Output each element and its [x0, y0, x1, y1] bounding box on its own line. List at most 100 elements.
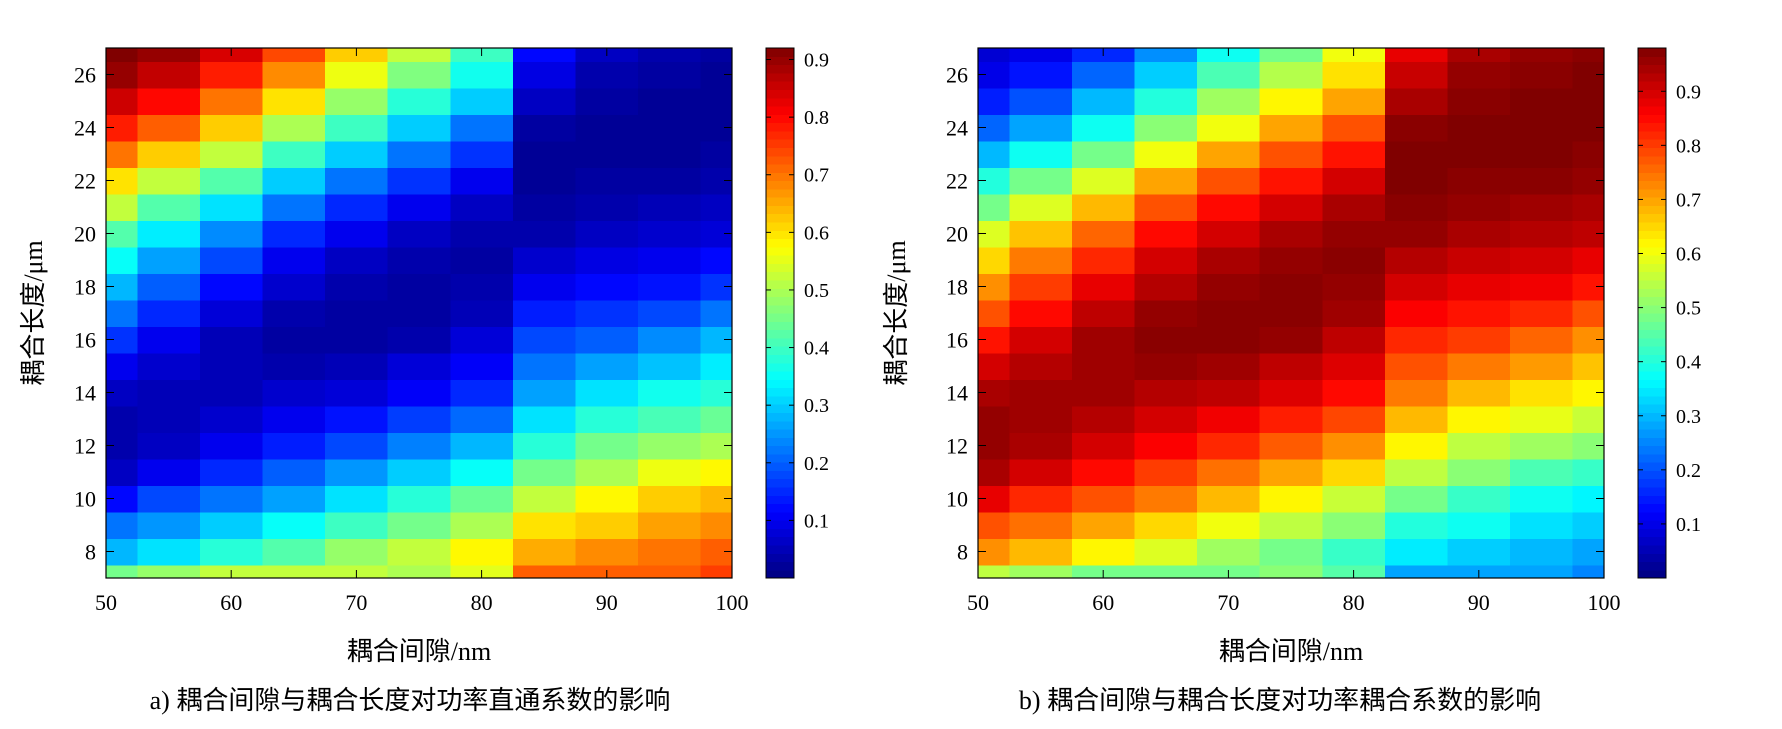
heatmap-cell: [1009, 564, 1073, 579]
heatmap-cell: [106, 87, 138, 115]
heatmap-cell: [1071, 167, 1136, 195]
heatmap-cell: [1322, 352, 1386, 380]
heatmap-cell: [325, 87, 389, 115]
colorbar-segment: [1638, 72, 1666, 82]
heatmap-cell: [1384, 485, 1449, 513]
colorbar-segment: [1638, 180, 1666, 190]
colorbar-segment: [766, 230, 794, 240]
colorbar-segment: [1638, 495, 1666, 505]
colorbar-tick-label: 0.3: [804, 395, 829, 417]
colorbar-segment: [1638, 313, 1666, 322]
heatmap-cell: [1447, 405, 1511, 433]
y-tick-label: 24: [74, 116, 96, 141]
heatmap-cell: [262, 458, 326, 486]
colorbar-segment: [766, 495, 794, 505]
colorbar-segment: [1638, 569, 1666, 579]
colorbar-segment: [1638, 263, 1666, 273]
y-tick-label: 12: [946, 434, 968, 459]
heatmap-cell: [387, 114, 451, 142]
x-axis-label: 耦合间隙/nm: [347, 637, 491, 666]
heatmap-cell: [1197, 379, 1261, 407]
heatmap-cell: [262, 140, 326, 168]
heatmap-cell: [1009, 352, 1073, 380]
heatmap-cell: [1197, 326, 1261, 354]
colorbar-segment: [1638, 172, 1666, 182]
heatmap-cell: [199, 246, 264, 274]
heatmap-cell: [1259, 379, 1323, 407]
heatmap-cell: [387, 193, 451, 221]
heatmap-cell: [575, 140, 639, 168]
heatmap-cell: [1134, 564, 1198, 579]
heatmap-cell: [978, 140, 1010, 168]
heatmap-cell: [575, 61, 639, 89]
colorbar-segment: [766, 288, 794, 298]
heatmap-cell: [387, 140, 451, 168]
heatmap-cell: [199, 220, 264, 248]
colorbar-segment: [766, 337, 794, 347]
heatmap-cell: [1384, 458, 1449, 486]
heatmap-cell: [387, 458, 451, 486]
heatmap-cell: [137, 379, 201, 407]
y-tick-label: 18: [74, 275, 96, 300]
heatmap-cell: [1322, 485, 1386, 513]
colorbar-segment: [1638, 56, 1666, 66]
heatmap-cell: [1071, 273, 1136, 301]
colorbar-segment: [1638, 412, 1666, 422]
heatmap-cell: [1259, 114, 1323, 142]
heatmap-cell: [106, 246, 138, 274]
heatmap-cell: [512, 220, 577, 248]
heatmap-cell: [137, 220, 201, 248]
heatmap-cell: [262, 167, 326, 195]
heatmap-cell: [1384, 61, 1449, 89]
heatmap-cell: [450, 114, 514, 142]
colorbar-tick-label: 0.5: [1676, 298, 1701, 320]
colorbar-frame: [765, 47, 795, 579]
colorbar-tick-label: 0.2: [1676, 460, 1701, 482]
colorbar-segment: [766, 246, 794, 256]
colorbar-tick-label: 0.9: [1676, 81, 1701, 103]
heatmap-cell: [638, 379, 702, 407]
heatmap-cell: [575, 485, 639, 513]
heatmap-cell: [387, 538, 451, 566]
colorbar-segment: [766, 561, 794, 571]
colorbar-segment: [1638, 337, 1666, 347]
heatmap-cell: [1510, 352, 1574, 380]
heatmap-cell: [1447, 273, 1511, 301]
heatmap-cell: [1197, 61, 1261, 89]
heatmap-cell: [199, 61, 264, 89]
colorbar-segment: [1638, 279, 1666, 289]
heatmap-cell: [387, 379, 451, 407]
heatmap-cell: [325, 352, 389, 380]
heatmap-cell: [450, 352, 514, 380]
heatmap-cell: [1510, 167, 1574, 195]
heatmap-cell: [1572, 87, 1605, 115]
colorbar-segment: [766, 321, 794, 331]
heatmap-cell: [978, 299, 1010, 327]
heatmap-cell: [1009, 326, 1073, 354]
colorbar-segment: [1638, 321, 1666, 331]
heatmap-cell: [262, 193, 326, 221]
heatmap-cells: [978, 48, 1605, 579]
heatmap-cell: [700, 299, 733, 327]
heatmap-cell: [978, 511, 1010, 539]
heatmap-cell: [387, 299, 451, 327]
heatmap-cell: [512, 48, 577, 62]
heatmap-cell: [1134, 167, 1198, 195]
heatmap-cell: [325, 299, 389, 327]
colorbar-segment: [766, 544, 794, 554]
y-tick-label: 16: [74, 328, 96, 353]
heatmap-cell: [199, 140, 264, 168]
y-tick-label: 8: [957, 540, 968, 565]
heatmap-cell: [1197, 246, 1261, 274]
heatmap-cell: [1447, 114, 1511, 142]
heatmap-cell: [1009, 61, 1073, 89]
heatmap-cell: [1510, 193, 1574, 221]
heatmap-cell: [262, 299, 326, 327]
heatmap-cell: [575, 405, 639, 433]
heatmap-cell: [199, 511, 264, 539]
heatmap-cell: [387, 220, 451, 248]
heatmap-cell: [1134, 273, 1198, 301]
heatmap-cell: [512, 87, 577, 115]
heatmap-cell: [450, 87, 514, 115]
heatmap-cell: [1009, 220, 1073, 248]
